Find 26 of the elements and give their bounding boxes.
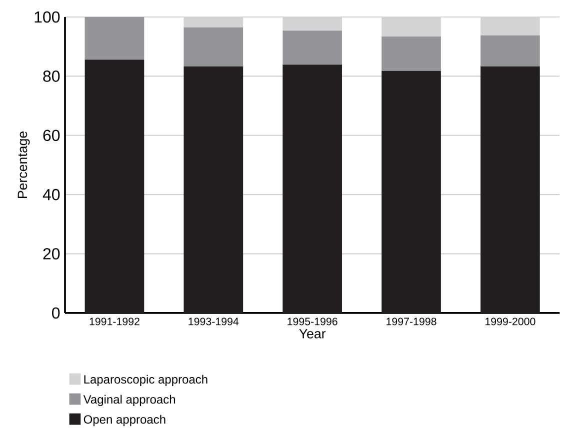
bar — [184, 66, 244, 313]
y-tick-label: 100 — [34, 11, 60, 23]
y-axis-title: Percentage — [18, 132, 30, 198]
legend-label: Vaginal approach — [83, 394, 176, 406]
y-tick-label: 60 — [43, 130, 60, 142]
bar — [382, 36, 441, 71]
bar — [184, 27, 244, 66]
y-tick-label: 80 — [43, 70, 60, 82]
x-tick-label: 1993-1994 — [188, 318, 239, 326]
bar — [84, 16, 144, 60]
x-axis-title: Year — [299, 329, 326, 338]
legend-label: Open approach — [84, 414, 166, 426]
x-tick-label: 1995-1996 — [288, 318, 338, 326]
bar — [282, 64, 342, 313]
x-tick-label: 1997-1998 — [386, 318, 436, 326]
x-tick-label: 1999-2000 — [486, 318, 536, 326]
bar — [382, 70, 441, 313]
y-tick-label: 40 — [42, 188, 60, 200]
y-tick-label: 20 — [43, 248, 60, 260]
bar — [282, 30, 342, 65]
x-tick-label: 1991-1992 — [90, 318, 140, 326]
bar — [480, 66, 540, 313]
legend-label: Laparoscopic approach — [84, 374, 208, 386]
bar — [84, 60, 144, 313]
y-tick-label: 0 — [52, 307, 60, 319]
bar — [480, 35, 540, 66]
